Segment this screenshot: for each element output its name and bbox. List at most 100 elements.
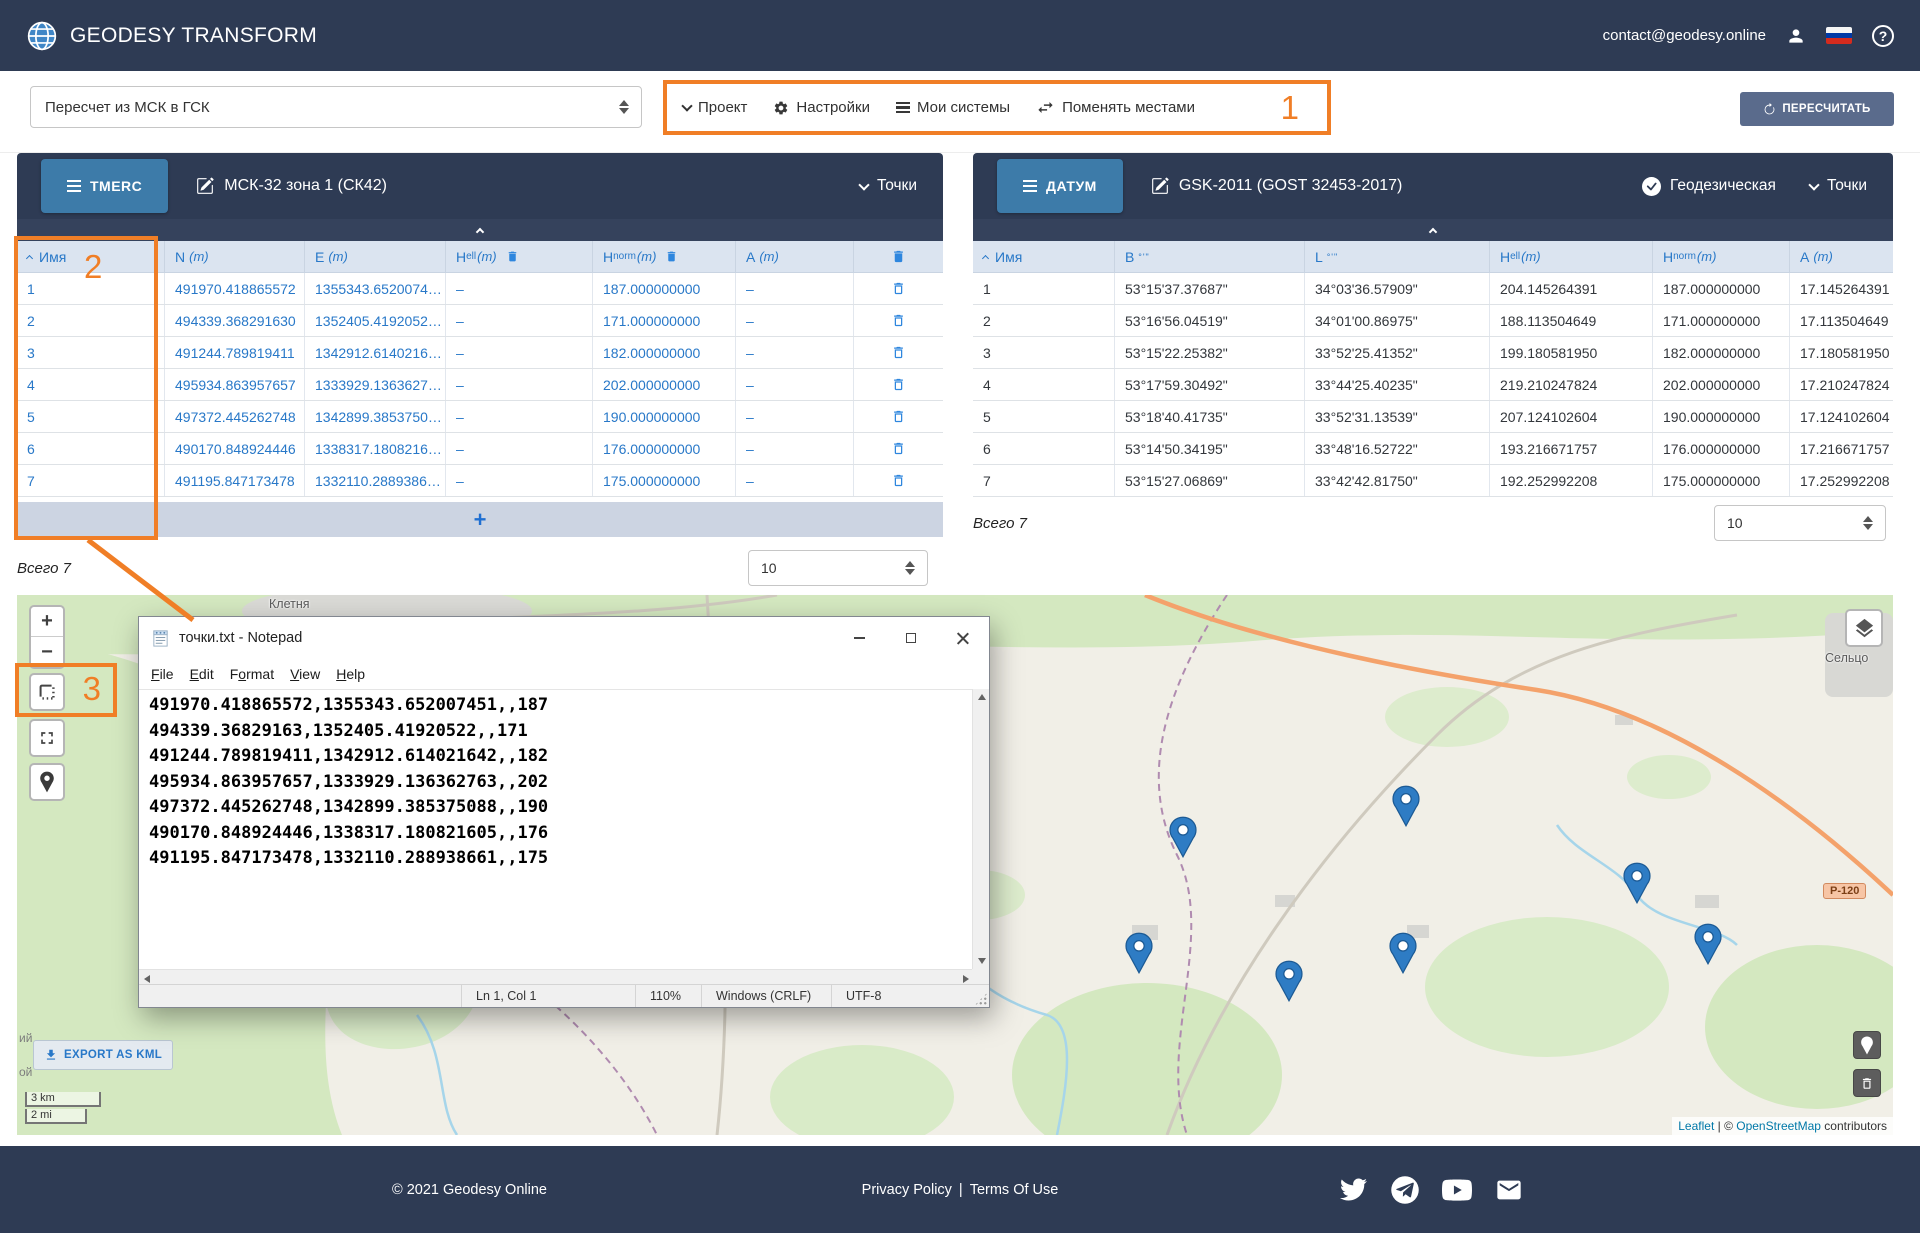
menu-view[interactable]: View: [290, 666, 321, 682]
menu-format[interactable]: Format: [229, 666, 275, 682]
add-point-button[interactable]: +: [17, 502, 943, 537]
menu-file[interactable]: File: [151, 666, 174, 682]
cell-e[interactable]: 1342912.6140216…: [305, 337, 446, 368]
map-marker[interactable]: [1391, 785, 1421, 827]
privacy-policy-link[interactable]: Privacy Policy: [861, 1181, 952, 1198]
terms-link[interactable]: Terms Of Use: [969, 1181, 1059, 1198]
right-system-name[interactable]: GSK-2011 (GOST 32453-2017): [1151, 177, 1402, 195]
column-header-e[interactable]: E (m): [305, 241, 446, 272]
osm-link[interactable]: OpenStreetMap: [1736, 1119, 1821, 1133]
row-delete-button[interactable]: [854, 273, 943, 304]
cell-e[interactable]: 1342899.3853750…: [305, 401, 446, 432]
row-delete-button[interactable]: [854, 433, 943, 464]
row-delete-button[interactable]: [854, 465, 943, 496]
cell-e[interactable]: 1355343.6520074…: [305, 273, 446, 304]
cell-n[interactable]: 491244.789819411: [165, 337, 305, 368]
map-marker[interactable]: [1622, 862, 1652, 904]
column-header-n[interactable]: N (m): [165, 241, 305, 272]
cell-hell[interactable]: –: [446, 433, 593, 464]
cell-hnorm[interactable]: 190.000000000: [593, 401, 736, 432]
twitter-icon[interactable]: [1335, 1172, 1371, 1208]
cell-n[interactable]: 491195.847173478: [165, 465, 305, 496]
cell-a[interactable]: –: [736, 273, 854, 304]
cell-name[interactable]: 5: [17, 401, 165, 432]
cell-hnorm[interactable]: 187.000000000: [593, 273, 736, 304]
map-marker[interactable]: [1388, 932, 1418, 974]
recalculate-button[interactable]: ПЕРЕСЧИТАТЬ: [1740, 92, 1894, 126]
cell-a[interactable]: –: [736, 465, 854, 496]
email-icon[interactable]: [1491, 1172, 1527, 1208]
horizontal-scrollbar[interactable]: [139, 969, 974, 986]
transform-preset-select[interactable]: Пересчет из МСК в ГСК: [30, 86, 642, 128]
fullscreen-button[interactable]: [29, 719, 65, 757]
user-icon[interactable]: [1786, 26, 1806, 46]
account-email[interactable]: contact@geodesy.online: [1602, 27, 1766, 44]
cell-a[interactable]: –: [736, 369, 854, 400]
youtube-icon[interactable]: [1439, 1172, 1475, 1208]
cell-hell[interactable]: –: [446, 273, 593, 304]
notepad-title-bar[interactable]: точки.txt - Notepad: [139, 617, 989, 659]
menu-settings[interactable]: Настройки: [773, 99, 870, 116]
cell-e[interactable]: 1352405.4192052…: [305, 305, 446, 336]
right-collapse-strip[interactable]: [973, 219, 1893, 241]
cell-a[interactable]: –: [736, 401, 854, 432]
map-marker[interactable]: [1693, 923, 1723, 965]
language-flag-ru[interactable]: [1826, 27, 1852, 44]
cell-name[interactable]: 3: [17, 337, 165, 368]
cell-hnorm[interactable]: 182.000000000: [593, 337, 736, 368]
column-header-name[interactable]: Имя: [17, 241, 165, 272]
right-page-size-select[interactable]: 10: [1714, 505, 1886, 541]
cell-hnorm[interactable]: 202.000000000: [593, 369, 736, 400]
right-datum-button[interactable]: ДАТУМ: [997, 159, 1123, 213]
menu-edit[interactable]: Edit: [189, 666, 214, 682]
notepad-text-area[interactable]: 491970.418865572,1355343.652007451,,187 4…: [139, 689, 974, 969]
cell-e[interactable]: 1332110.2889386…: [305, 465, 446, 496]
cell-a[interactable]: –: [736, 337, 854, 368]
row-delete-button[interactable]: [854, 401, 943, 432]
cell-a[interactable]: –: [736, 305, 854, 336]
cell-a[interactable]: –: [736, 433, 854, 464]
column-header-l[interactable]: L °'": [1305, 241, 1490, 272]
cell-hnorm[interactable]: 175.000000000: [593, 465, 736, 496]
close-button[interactable]: [937, 617, 989, 659]
menu-help[interactable]: Help: [336, 666, 365, 682]
box-select-tool-button[interactable]: [29, 673, 65, 711]
row-delete-button[interactable]: [854, 369, 943, 400]
cell-hell[interactable]: –: [446, 465, 593, 496]
cell-e[interactable]: 1333929.1363627…: [305, 369, 446, 400]
menu-project[interactable]: Проект: [681, 99, 747, 116]
column-header-a[interactable]: A (m): [1800, 248, 1833, 265]
minimize-button[interactable]: [833, 617, 885, 659]
geodetic-toggle[interactable]: Геодезическая: [1642, 177, 1776, 196]
cell-n[interactable]: 495934.863957657: [165, 369, 305, 400]
zoom-in-button[interactable]: +: [31, 607, 63, 637]
cell-n[interactable]: 494339.368291630: [165, 305, 305, 336]
cell-name[interactable]: 2: [17, 305, 165, 336]
column-header-delete[interactable]: [854, 241, 943, 272]
edit-shapes-button[interactable]: [1853, 1031, 1881, 1059]
cell-hell[interactable]: –: [446, 305, 593, 336]
zoom-out-button[interactable]: −: [31, 637, 63, 667]
left-collapse-strip[interactable]: [17, 219, 943, 241]
cell-n[interactable]: 491970.418865572: [165, 273, 305, 304]
cell-hell[interactable]: –: [446, 401, 593, 432]
column-header-name[interactable]: Имя: [973, 241, 1115, 272]
add-marker-tool-button[interactable]: [29, 763, 65, 801]
menu-my-systems[interactable]: Мои системы: [895, 99, 1010, 116]
export-kml-button[interactable]: EXPORT AS KML: [33, 1040, 174, 1070]
help-icon[interactable]: [1872, 24, 1894, 47]
clear-column-trash-icon[interactable]: [665, 249, 678, 264]
maximize-button[interactable]: [885, 617, 937, 659]
delete-shapes-button[interactable]: [1853, 1069, 1881, 1097]
cell-n[interactable]: 490170.848924446: [165, 433, 305, 464]
left-projection-button[interactable]: TMERC: [41, 159, 169, 213]
cell-e[interactable]: 1338317.1808216…: [305, 433, 446, 464]
menu-swap-systems[interactable]: Поменять местами: [1036, 98, 1195, 117]
brand-link[interactable]: GEODESY TRANSFORM: [26, 20, 317, 52]
vertical-scrollbar[interactable]: [972, 689, 989, 969]
cell-name[interactable]: 6: [17, 433, 165, 464]
cell-name[interactable]: 7: [17, 465, 165, 496]
